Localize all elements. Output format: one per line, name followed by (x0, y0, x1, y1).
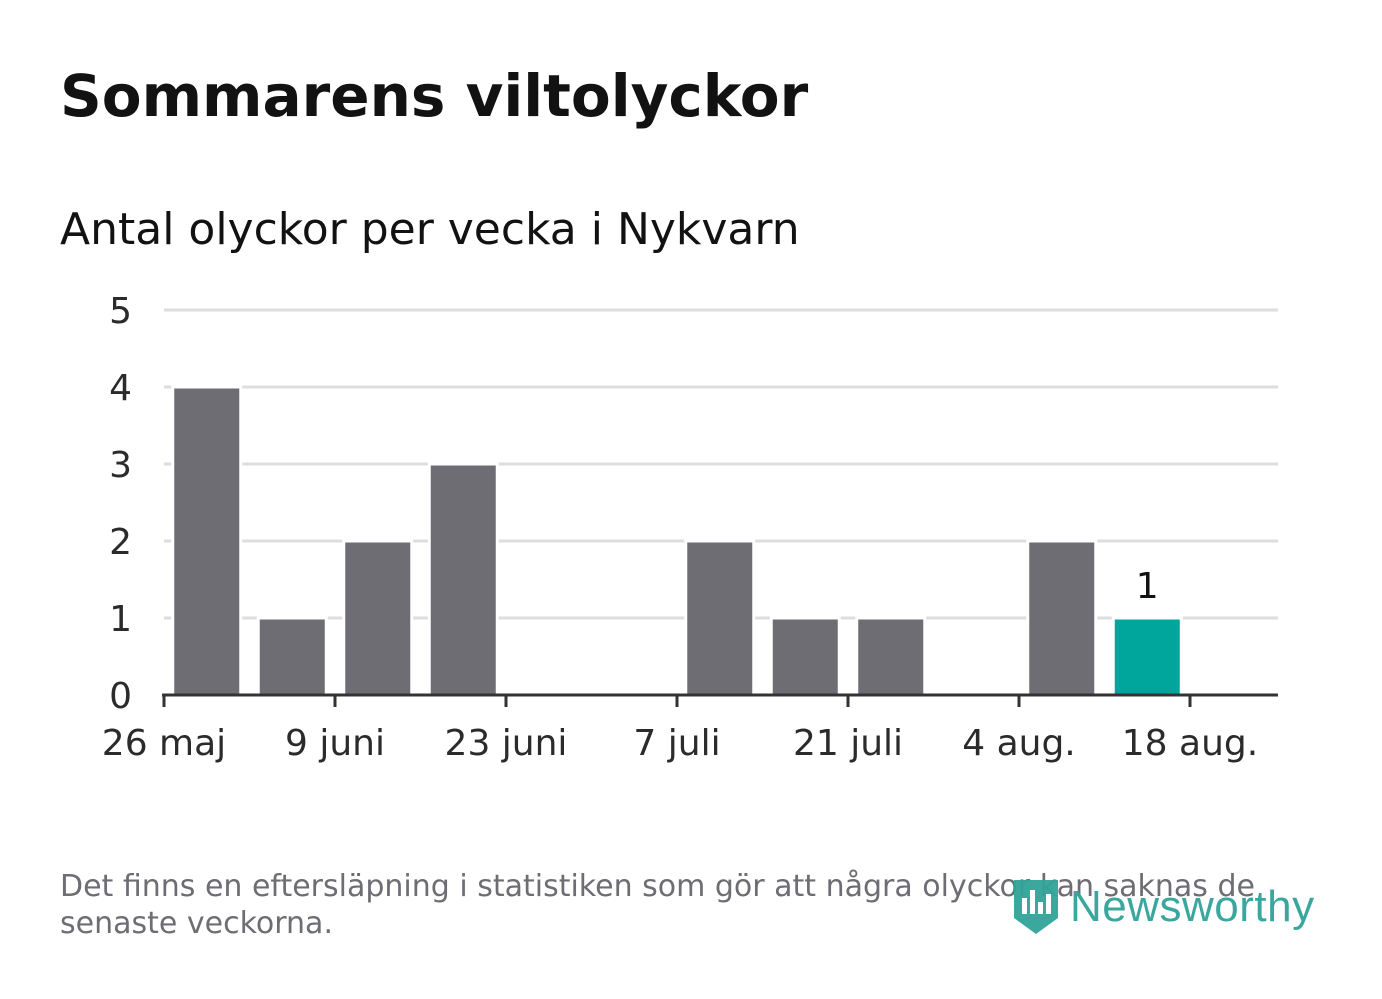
bar-highlight (1111, 616, 1183, 697)
chart-subtitle: Antal olyckor per vecka i Nykvarn (60, 204, 800, 255)
y-tick-label: 1 (109, 599, 132, 640)
y-tick-label: 0 (109, 676, 132, 717)
y-tick-label: 4 (109, 368, 132, 409)
x-tick-label: 21 juli (793, 723, 903, 764)
x-tick-label: 26 maj (102, 723, 226, 764)
bar (684, 539, 756, 697)
bars (171, 385, 1183, 697)
newsworthy-logo: Newsworthy (1010, 876, 1315, 938)
bar-chart: 0 1 2 3 4 5 1 26 maj 9 juni 23 juni 7 juli 21 juli 4… (102, 291, 1278, 764)
y-tick-label: 3 (109, 445, 132, 486)
y-tick-label: 2 (109, 522, 132, 563)
x-axis (162, 693, 1278, 707)
bar (855, 616, 927, 697)
logo-text: Newsworthy (1070, 882, 1315, 931)
bar (427, 462, 499, 697)
newsworthy-logo-icon (1014, 880, 1058, 934)
labels: 0 1 2 3 4 5 1 26 maj 9 juni 23 juni 7 juli 21 juli 4… (102, 291, 1258, 764)
x-tick-label: 7 juli (633, 723, 720, 764)
x-tick-label: 9 juni (285, 723, 385, 764)
bar (769, 616, 841, 697)
bar (342, 539, 414, 697)
chart-title: Sommarens viltolyckor (60, 62, 809, 130)
data-label: 1 (1136, 566, 1159, 607)
bar (171, 385, 243, 697)
x-tick-label: 4 aug. (962, 723, 1076, 764)
x-tick-label: 23 juni (445, 723, 568, 764)
x-tick-label: 18 aug. (1122, 723, 1258, 764)
bar (256, 616, 328, 697)
bar (1026, 539, 1098, 697)
y-tick-label: 5 (109, 291, 132, 332)
